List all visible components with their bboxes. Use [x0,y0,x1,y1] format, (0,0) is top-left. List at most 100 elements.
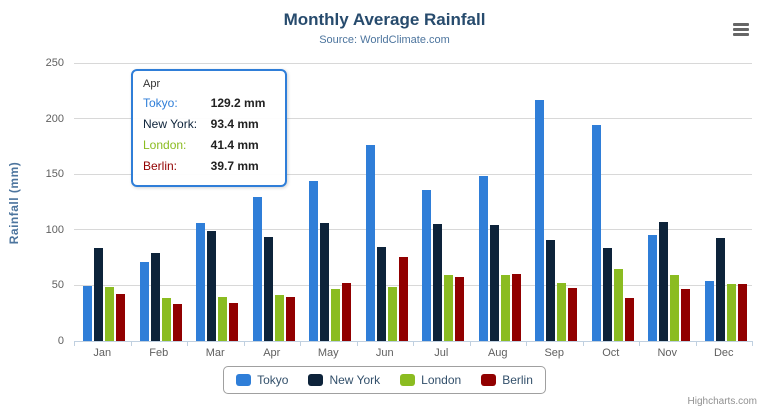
bar-london-jan[interactable] [105,286,115,341]
y-axis-label: 0 [57,335,64,347]
x-axis-label: Nov [657,347,678,359]
bar-berlin-jun[interactable] [398,257,408,341]
tooltip-series-value: 41.4 mm [210,138,259,152]
bar-berlin-jul[interactable] [455,277,465,341]
legend-item-london[interactable]: London [400,373,461,387]
x-axis-tick [300,341,301,346]
bar-berlin-oct[interactable] [624,297,634,341]
bar-tokyo-jul[interactable] [422,190,432,341]
bar-berlin-apr[interactable] [285,296,295,341]
x-axis-tick [639,341,640,346]
gridline [74,229,752,231]
legend-item-berlin[interactable]: Berlin [481,373,533,387]
x-axis-label: Aug [487,347,508,359]
bar-tokyo-nov[interactable] [648,234,658,341]
tooltip-series-label: New York: [143,117,198,131]
x-axis-tick [356,341,358,346]
x-axis-tick [413,341,414,346]
bar-new-york-sep[interactable] [546,239,556,341]
legend-label: New York [329,373,381,387]
bar-berlin-nov[interactable] [681,288,691,341]
bar-new-york-nov[interactable] [659,222,669,341]
x-axis-tick [695,341,697,346]
x-axis-tick [74,341,75,346]
tooltip-series-value: 39.7 mm [210,159,259,173]
bar-london-may[interactable] [331,288,341,341]
bar-berlin-dec[interactable] [737,284,747,341]
bar-new-york-feb[interactable] [150,253,160,341]
chart-subtitle: Source: WorldClimate.com [319,34,450,46]
tooltip-series-value: 93.4 mm [210,117,259,131]
x-axis-tick [187,341,188,346]
tooltip-series-label: London: [143,138,187,152]
y-axis-label: 50 [51,279,64,292]
legend-item-new-york[interactable]: New York [308,373,380,387]
credits-link[interactable]: Highcharts.com [687,396,757,407]
bar-berlin-aug[interactable] [511,273,521,341]
bar-tokyo-apr[interactable] [252,197,262,341]
gridline [74,62,752,64]
legend-symbol [400,374,416,386]
bar-new-york-jun[interactable] [376,247,386,341]
x-axis-label: Feb [149,347,169,359]
hamburger-icon [729,22,753,36]
bar-london-oct[interactable] [613,268,623,341]
legend-label: London [421,373,462,387]
x-axis-tick [582,341,584,346]
context-menu-button[interactable] [729,20,753,40]
bar-tokyo-oct[interactable] [591,125,601,341]
x-axis-tick [752,341,753,346]
bar-london-jun[interactable] [387,287,397,341]
bar-new-york-dec[interactable] [715,238,725,341]
bar-new-york-jul[interactable] [433,224,443,341]
bar-berlin-feb[interactable] [172,304,182,341]
bar-tokyo-aug[interactable] [478,175,488,341]
x-axis-label: Jul [434,347,449,359]
bar-london-mar[interactable] [218,297,228,341]
plot-area [74,62,752,341]
bar-london-jul[interactable] [444,275,454,341]
gridline [74,284,752,286]
y-axis-label: 200 [45,112,64,125]
bar-tokyo-jan[interactable] [83,285,93,341]
bar-london-feb[interactable] [161,297,171,341]
bar-new-york-oct[interactable] [602,248,612,341]
legend: Tokyo New York London Berlin [223,366,546,394]
bar-tokyo-feb[interactable] [139,261,149,341]
bar-london-dec[interactable] [726,284,736,341]
legend-symbol [308,374,324,386]
bar-berlin-may[interactable] [342,282,352,341]
bar-berlin-jan[interactable] [116,293,126,341]
bar-london-apr[interactable] [274,294,284,341]
x-axis-tick [469,341,471,346]
x-axis-tick [526,341,527,346]
bar-berlin-sep[interactable] [568,288,578,341]
bar-tokyo-jun[interactable] [365,145,375,341]
bar-london-sep[interactable] [557,282,567,341]
bar-tokyo-sep[interactable] [535,100,545,341]
bar-new-york-aug[interactable] [489,225,499,341]
bar-tokyo-may[interactable] [309,180,319,341]
bar-new-york-may[interactable] [320,223,330,341]
bar-london-aug[interactable] [500,274,510,341]
bar-new-york-mar[interactable] [207,231,217,341]
x-axis-label: May [317,347,339,359]
legend-symbol [236,374,252,386]
bar-london-nov[interactable] [670,275,680,341]
bar-berlin-mar[interactable] [229,302,239,341]
bar-tokyo-dec[interactable] [704,280,714,341]
x-axis-label: Sep [544,347,565,359]
x-axis-label: Oct [602,347,620,359]
bar-new-york-apr[interactable] [263,237,273,341]
x-axis-label: Jun [375,347,394,359]
tooltip-series-label: Tokyo: [143,96,178,110]
x-axis-tick [130,341,132,346]
tooltip-series-label: Berlin: [143,159,178,173]
legend-label: Tokyo [257,373,289,387]
legend-symbol [481,374,497,386]
bar-tokyo-mar[interactable] [196,222,206,341]
y-axis-label: 100 [45,223,64,236]
legend-item-tokyo[interactable]: Tokyo [236,373,288,387]
bar-new-york-jan[interactable] [94,248,104,341]
